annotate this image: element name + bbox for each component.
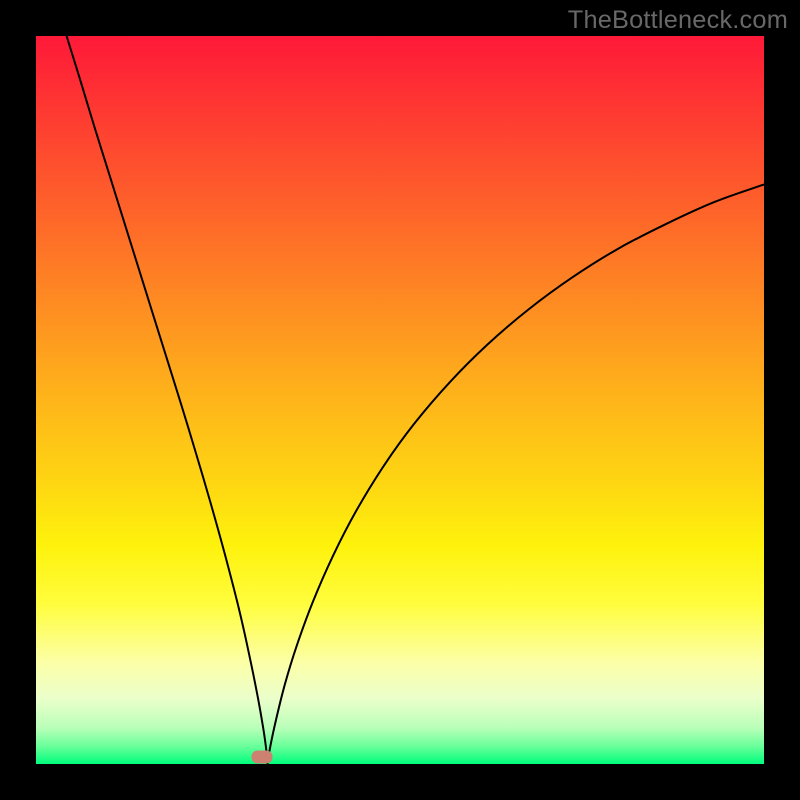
bottleneck-marker	[251, 751, 272, 764]
plot-area	[36, 36, 764, 764]
curve-left-branch	[67, 36, 268, 764]
curve-right-branch	[268, 185, 765, 764]
watermark-text: TheBottleneck.com	[568, 6, 788, 35]
bottleneck-curve	[36, 36, 764, 764]
